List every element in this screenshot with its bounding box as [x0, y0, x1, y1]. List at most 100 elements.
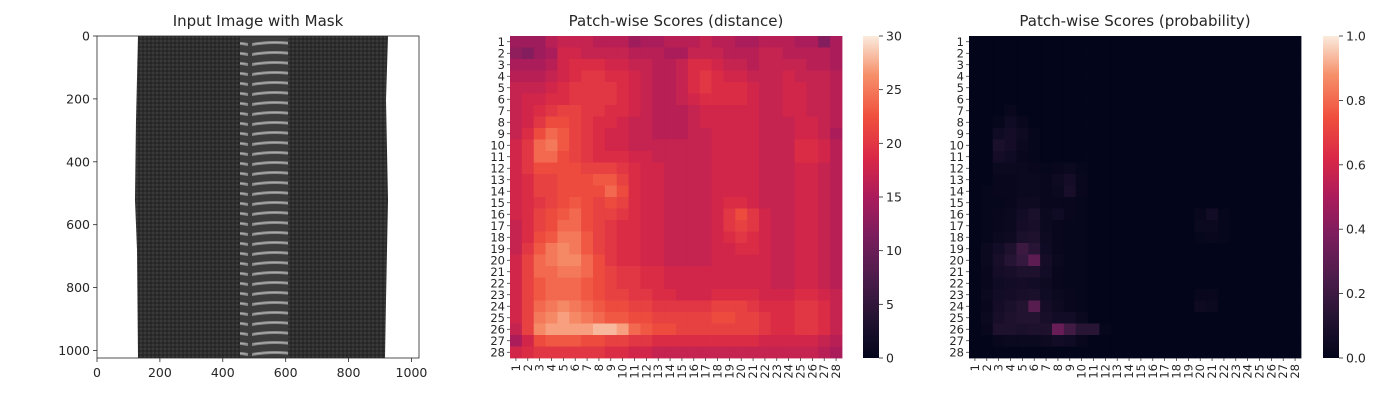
heatmap-cell	[1158, 174, 1171, 186]
heatmap-cell	[711, 185, 724, 198]
heatmap-cell	[1004, 231, 1017, 244]
heatmap-cell	[557, 254, 570, 267]
heatmap-cell	[664, 335, 677, 347]
heatmap-cell	[699, 47, 712, 60]
heatmap-cell	[557, 231, 570, 244]
heatmap-cell	[1016, 323, 1029, 336]
heatmap-cell	[1111, 70, 1124, 83]
heatmap-cell	[510, 312, 523, 324]
heatmap-cell	[1182, 243, 1195, 255]
heatmap-cell	[676, 300, 689, 313]
heatmap-cell	[533, 243, 546, 255]
heatmap-cell	[616, 82, 629, 94]
heatmap-cell	[664, 243, 677, 255]
heatmap-cell	[616, 266, 629, 278]
heatmap-cell	[616, 174, 629, 186]
heatmap-cell	[1206, 208, 1219, 221]
heatmap-cell	[770, 128, 784, 140]
heatmap-cell	[980, 105, 994, 117]
heatmap-cell	[593, 335, 606, 347]
heatmap-cell	[569, 300, 582, 313]
heatmap-cell	[616, 36, 629, 48]
heatmap-cell	[1218, 323, 1231, 336]
heatmap-cell	[557, 266, 570, 278]
y-tick-label: 400	[66, 154, 90, 169]
heatmap-cell	[735, 289, 748, 301]
heatmap-cell	[1241, 128, 1254, 140]
heatmap-cell	[1146, 208, 1160, 221]
x-tick-label: 13	[651, 364, 665, 379]
y-tick-label: 11	[490, 150, 505, 164]
heatmap-cell	[1265, 300, 1278, 313]
heatmap-cell	[1052, 82, 1065, 94]
heatmap-cell	[699, 208, 712, 221]
heatmap-cell	[1087, 185, 1100, 198]
heatmap-cell	[640, 197, 653, 209]
heatmap-cell	[806, 323, 819, 336]
heatmap-cell	[735, 151, 748, 163]
heatmap-cell	[759, 139, 772, 152]
heatmap-cell	[735, 93, 748, 106]
heatmap-cell	[545, 277, 558, 290]
heatmap-cell	[652, 151, 665, 163]
heatmap-cell	[1135, 47, 1148, 60]
heatmap-cell	[1123, 151, 1136, 163]
heatmap-cell	[711, 231, 724, 244]
heatmap-cell	[616, 139, 629, 152]
x-tick-label: 15	[1134, 364, 1148, 379]
heatmap-cell	[616, 277, 629, 290]
heatmap-cell	[782, 254, 795, 267]
heatmap-cell	[604, 105, 618, 117]
y-tick-label: 7	[957, 104, 964, 118]
heatmap-cell	[1206, 93, 1219, 106]
heatmap-cell	[652, 70, 665, 83]
heatmap-cell	[521, 174, 535, 186]
heatmap-cell	[1146, 139, 1160, 152]
heatmap-cell	[545, 47, 558, 60]
heatmap-cell	[1087, 231, 1100, 244]
heatmap-cell	[992, 346, 1005, 359]
heatmap-cell	[1040, 93, 1053, 106]
heatmap-cell	[1063, 220, 1077, 232]
heatmap-cell	[806, 162, 819, 175]
heatmap-cell	[521, 208, 535, 221]
heatmap-cell	[521, 105, 535, 117]
x-tick-label: 200	[148, 365, 172, 380]
heatmap-cell	[1229, 139, 1243, 152]
y-tick-label: 13	[949, 173, 964, 187]
heatmap-cell	[818, 346, 831, 359]
heatmap-cell	[687, 208, 701, 221]
heatmap-cell	[1277, 70, 1290, 83]
heatmap-cell	[545, 300, 558, 313]
heatmap-cell	[1241, 323, 1254, 336]
y-tick-label: 28	[490, 345, 505, 359]
heatmap-cell	[699, 162, 712, 175]
heatmap-cell	[616, 59, 629, 71]
heatmap-cell	[992, 254, 1005, 267]
probability-heatmap-x-ticks: 1234567891011121314151617181920212223242…	[968, 358, 1302, 379]
heatmap-cell	[652, 139, 665, 152]
heatmap-cell	[1229, 231, 1243, 244]
x-tick-label: 7	[1039, 364, 1053, 371]
heatmap-cell	[992, 174, 1005, 186]
heatmap-cell	[569, 277, 582, 290]
heatmap-cell	[1170, 277, 1183, 290]
heatmap-cell	[794, 231, 807, 244]
heatmap-cell	[1265, 335, 1278, 347]
heatmap-cell	[1016, 335, 1029, 347]
heatmap-cell	[1028, 36, 1041, 48]
heatmap-cell	[1170, 139, 1183, 152]
heatmap-cell	[1004, 208, 1017, 221]
heatmap-cell	[747, 208, 760, 221]
heatmap-cell	[510, 323, 523, 336]
heatmap-cell	[521, 47, 535, 60]
heatmap-cell	[747, 220, 760, 232]
heatmap-cell	[1028, 254, 1041, 267]
heatmap-cell	[1241, 174, 1254, 186]
heatmap-cell	[735, 323, 748, 336]
heatmap-cell	[1040, 335, 1053, 347]
heatmap-cell	[1040, 312, 1053, 324]
heatmap-cell	[723, 47, 736, 60]
heatmap-cell	[581, 254, 594, 267]
heatmap-cell	[818, 335, 831, 347]
